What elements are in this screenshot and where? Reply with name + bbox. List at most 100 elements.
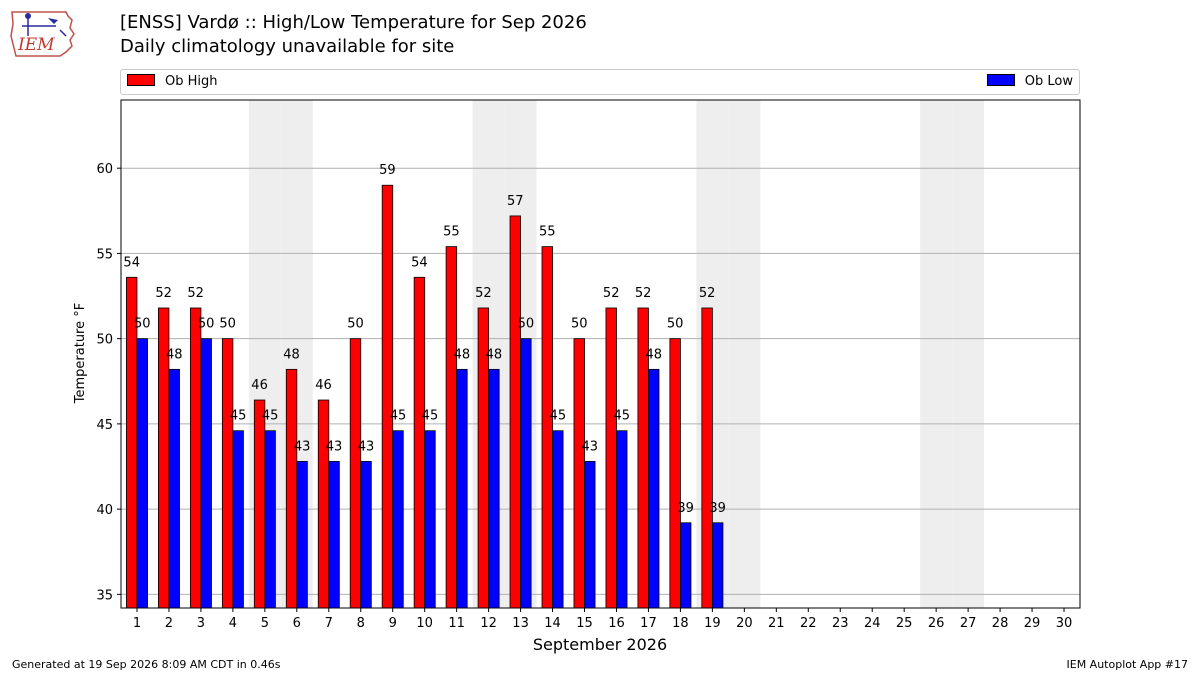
x-tick-label: 5 — [261, 616, 269, 631]
y-tick-label: 55 — [96, 247, 113, 262]
x-tick-label: 27 — [960, 616, 977, 631]
bar-high — [221, 338, 234, 609]
x-tick-label: 29 — [1024, 616, 1041, 631]
x-tick-label: 11 — [448, 616, 465, 631]
bar-label-high: 52 — [603, 286, 620, 301]
legend-item-high: Ob High — [127, 74, 218, 89]
bar-label-low: 48 — [645, 347, 662, 362]
bar-high — [669, 338, 681, 609]
x-tick-label: 15 — [576, 616, 593, 631]
bar-label-low: 50 — [134, 317, 151, 332]
bar-high — [381, 184, 394, 609]
legend: Ob High Ob Low — [120, 69, 1080, 95]
bar-label-low: 50 — [518, 317, 535, 332]
bar-label-high: 52 — [155, 286, 172, 301]
bar-label-high: 50 — [667, 317, 684, 332]
bar-low — [584, 460, 596, 609]
bar-low — [488, 368, 500, 609]
gridlines — [121, 167, 1080, 595]
bar-low — [680, 522, 692, 609]
x-tick-label: 14 — [544, 616, 561, 631]
bar-label-high: 50 — [571, 317, 588, 332]
bar-label-high: 55 — [443, 225, 460, 240]
plot-frame — [120, 99, 1081, 609]
chart-title: [ENSS] Vardø :: High/Low Temperature for… — [120, 12, 587, 33]
x-tick-label: 23 — [832, 616, 849, 631]
bar-label-low: 43 — [326, 439, 343, 454]
bar-label-low: 45 — [230, 409, 247, 424]
bar-low — [456, 368, 468, 609]
x-tick-label: 8 — [357, 616, 365, 631]
bar-label-low: 43 — [582, 439, 599, 454]
bar-label-low: 39 — [677, 501, 694, 516]
y-tick-label: 50 — [96, 333, 113, 348]
x-tick-label: 3 — [197, 616, 205, 631]
bar-label-high: 52 — [699, 286, 716, 301]
bar-label-low: 45 — [613, 409, 630, 424]
x-tick-label: 2 — [165, 616, 173, 631]
bar-high — [445, 246, 458, 609]
y-tick-label: 40 — [96, 503, 113, 518]
bar-high — [413, 276, 426, 609]
bar-labels: 54 52 52 50 46 48 46 50 59 54 55 52 57 55 50 52 52 50 52 50… — [123, 163, 725, 516]
bar-label-low: 48 — [166, 347, 183, 362]
bar-label-high: 48 — [283, 347, 300, 362]
bar-label-high: 54 — [123, 255, 140, 270]
bar-low — [296, 460, 308, 609]
bar-low — [360, 460, 372, 609]
y-tick-label: 60 — [96, 162, 113, 177]
bar-label-high: 57 — [507, 194, 524, 209]
x-tick-label: 21 — [768, 616, 785, 631]
x-tick-label: 20 — [736, 616, 753, 631]
bar-label-high: 46 — [315, 378, 332, 393]
bar-label-low: 39 — [709, 501, 726, 516]
bar-label-low: 48 — [486, 347, 503, 362]
x-tick-label: 7 — [325, 616, 333, 631]
bar-high — [285, 368, 298, 609]
x-tick-label: 22 — [800, 616, 817, 631]
x-tick-label: 17 — [640, 616, 657, 631]
bar-high — [189, 307, 202, 609]
bar-low — [328, 460, 340, 609]
x-tick-label: 10 — [416, 616, 433, 631]
x-tick-label: 19 — [704, 616, 721, 631]
x-tick-label: 25 — [896, 616, 913, 631]
bar-label-high: 52 — [635, 286, 652, 301]
bar-label-high: 55 — [539, 225, 556, 240]
bar-high — [573, 338, 585, 609]
bar-label-high: 52 — [475, 286, 492, 301]
bar-low — [168, 368, 180, 609]
bar-label-low: 45 — [262, 409, 279, 424]
legend-label-low: Ob Low — [1024, 74, 1073, 89]
bar-label-high: 50 — [219, 317, 236, 332]
legend-swatch-low — [986, 74, 1015, 86]
x-tick-label: 28 — [992, 616, 1009, 631]
bar-high — [541, 246, 553, 609]
bar-label-high: 59 — [379, 163, 396, 178]
bar-label-high: 52 — [187, 286, 204, 301]
bar-label-low: 50 — [198, 317, 215, 332]
y-tick-label: 35 — [96, 588, 113, 603]
bar-low — [232, 430, 244, 609]
chart-subtitle: Daily climatology unavailable for site — [120, 36, 455, 57]
bar-low — [200, 338, 212, 609]
weekend-band-27 — [952, 100, 985, 608]
bar-low — [616, 430, 628, 609]
weekend-band-20 — [728, 100, 761, 608]
bar-label-high: 50 — [347, 317, 364, 332]
x-tick-label: 9 — [389, 616, 397, 631]
legend-swatch-high — [127, 74, 155, 86]
bar-label-low: 45 — [422, 409, 439, 424]
bar-label-low: 45 — [550, 409, 567, 424]
x-tick-label: 18 — [672, 616, 689, 631]
y-tick-label: 45 — [96, 418, 113, 433]
app-note: IEM Autoplot App #17 — [1066, 658, 1189, 671]
bar-label-low: 45 — [390, 409, 407, 424]
bar-low — [392, 430, 404, 609]
x-tick-label: 4 — [229, 616, 237, 631]
bar-low — [424, 430, 436, 609]
legend-item-low: Ob Low — [986, 74, 1073, 89]
generated-note: Generated at 19 Sep 2026 8:09 AM CDT in … — [12, 658, 281, 671]
